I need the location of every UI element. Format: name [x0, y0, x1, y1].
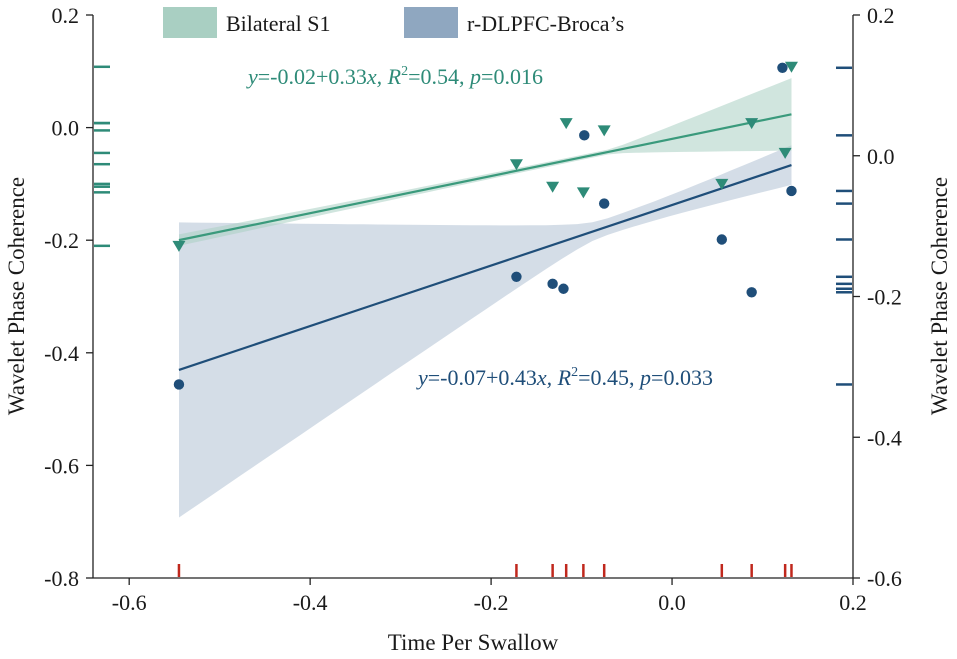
- x-tick-label: -0.2: [474, 590, 509, 615]
- annot-s1-r-exp: 2: [401, 64, 408, 79]
- confidence-bands: [179, 78, 792, 518]
- annot-dlpfc-y: y: [416, 365, 428, 390]
- fit-lines: [178, 113, 792, 371]
- annot-s1-equation: =-0.02+0.33: [258, 64, 367, 89]
- annot-dlpfc-r-value: =0.45,: [578, 365, 640, 390]
- data-points: [172, 61, 798, 390]
- annot-dlpfc-x: x: [536, 365, 547, 390]
- legend-label-bilateral-s1: Bilateral S1: [226, 11, 330, 36]
- point-bilateral-s1: [546, 181, 560, 193]
- point-r-dlpfc-brocas: [558, 283, 569, 294]
- annotation-r-dlpfc-brocas: y=-0.07+0.43x, R2=0.45, p=0.033: [416, 365, 713, 390]
- point-bilateral-s1: [778, 147, 792, 159]
- point-r-dlpfc-brocas: [786, 185, 797, 197]
- annot-s1-p: p: [468, 64, 481, 89]
- legend-swatch-r-dlpfc-brocas: [404, 7, 458, 38]
- axes: [86, 14, 860, 585]
- annotation-bilateral-s1: y=-0.02+0.33x, R2=0.54, p=0.016: [246, 64, 543, 89]
- point-r-dlpfc-brocas: [777, 62, 788, 73]
- point-r-dlpfc-brocas: [716, 234, 728, 245]
- legend-swatch-bilateral-s1: [163, 7, 217, 38]
- confidence-band-bilateral-s1: [179, 78, 792, 246]
- point-r-dlpfc-brocas: [746, 287, 757, 298]
- point-r-dlpfc-brocas: [579, 130, 590, 141]
- annot-s1-p-value: =0.016: [481, 64, 543, 89]
- y-axis-title-right: Wavelet Phase Coherence: [927, 177, 952, 415]
- fit-line-r-dlpfc-brocas: [178, 164, 792, 371]
- x-tick-label: -0.6: [112, 590, 147, 615]
- fit-line-bilateral-s1: [178, 113, 792, 242]
- annot-dlpfc-r: , R: [547, 365, 572, 390]
- annot-dlpfc-p: p: [638, 365, 651, 390]
- x-tick-label: -0.4: [293, 590, 328, 615]
- point-bilateral-s1: [576, 187, 590, 199]
- y-tick-label-left: 0.0: [52, 116, 80, 141]
- point-bilateral-s1: [509, 159, 523, 171]
- y-tick-label-right: -0.4: [867, 425, 902, 450]
- annot-s1-x: x: [366, 64, 377, 89]
- point-r-dlpfc-brocas: [547, 278, 558, 290]
- x-tick-label: 0.0: [658, 590, 686, 615]
- rug-marks: [94, 65, 852, 577]
- y-tick-label-right: 0.0: [867, 144, 895, 169]
- legend-label-r-dlpfc-brocas: r-DLPFC-Broca’s: [467, 11, 624, 36]
- legend: Bilateral S1 r-DLPFC-Broca’s: [163, 7, 624, 38]
- y-tick-label-right: -0.2: [867, 285, 902, 310]
- annot-s1-r: , R: [377, 64, 402, 89]
- y-axis-title-left: Wavelet Phase Coherence: [4, 177, 29, 415]
- point-r-dlpfc-brocas: [173, 379, 185, 390]
- annot-dlpfc-equation: =-0.07+0.43: [428, 365, 537, 390]
- y-tick-label-right: -0.6: [867, 566, 902, 591]
- y-tick-label-left: -0.4: [44, 341, 79, 366]
- point-r-dlpfc-brocas: [511, 271, 522, 282]
- annot-s1-r-value: =0.54,: [408, 64, 470, 89]
- x-axis-title: Time Per Swallow: [388, 630, 559, 655]
- tick-labels: -0.6 -0.4 -0.2 0.0 0.2 0.2 0.0 -0.2 -0.4 -0.6 -0.8…: [44, 3, 902, 615]
- point-bilateral-s1: [784, 61, 798, 73]
- confidence-band-r-dlpfc-brocas: [179, 145, 792, 518]
- y-tick-label-right: 0.2: [867, 3, 895, 28]
- y-tick-label-left: -0.2: [44, 228, 79, 253]
- annot-s1-y: y: [246, 64, 258, 89]
- point-bilateral-s1: [559, 118, 573, 130]
- annot-dlpfc-p-value: =0.033: [651, 365, 713, 390]
- point-bilateral-s1: [715, 178, 729, 190]
- y-tick-label-left: 0.2: [52, 3, 80, 28]
- point-r-dlpfc-brocas: [598, 198, 610, 209]
- y-tick-label-left: -0.6: [44, 453, 79, 478]
- annot-dlpfc-r-exp: 2: [571, 365, 578, 380]
- x-tick-label: 0.2: [839, 590, 867, 615]
- y-tick-label-left: -0.8: [44, 566, 79, 591]
- point-bilateral-s1: [745, 118, 759, 130]
- point-bilateral-s1: [172, 240, 186, 252]
- point-bilateral-s1: [597, 125, 611, 137]
